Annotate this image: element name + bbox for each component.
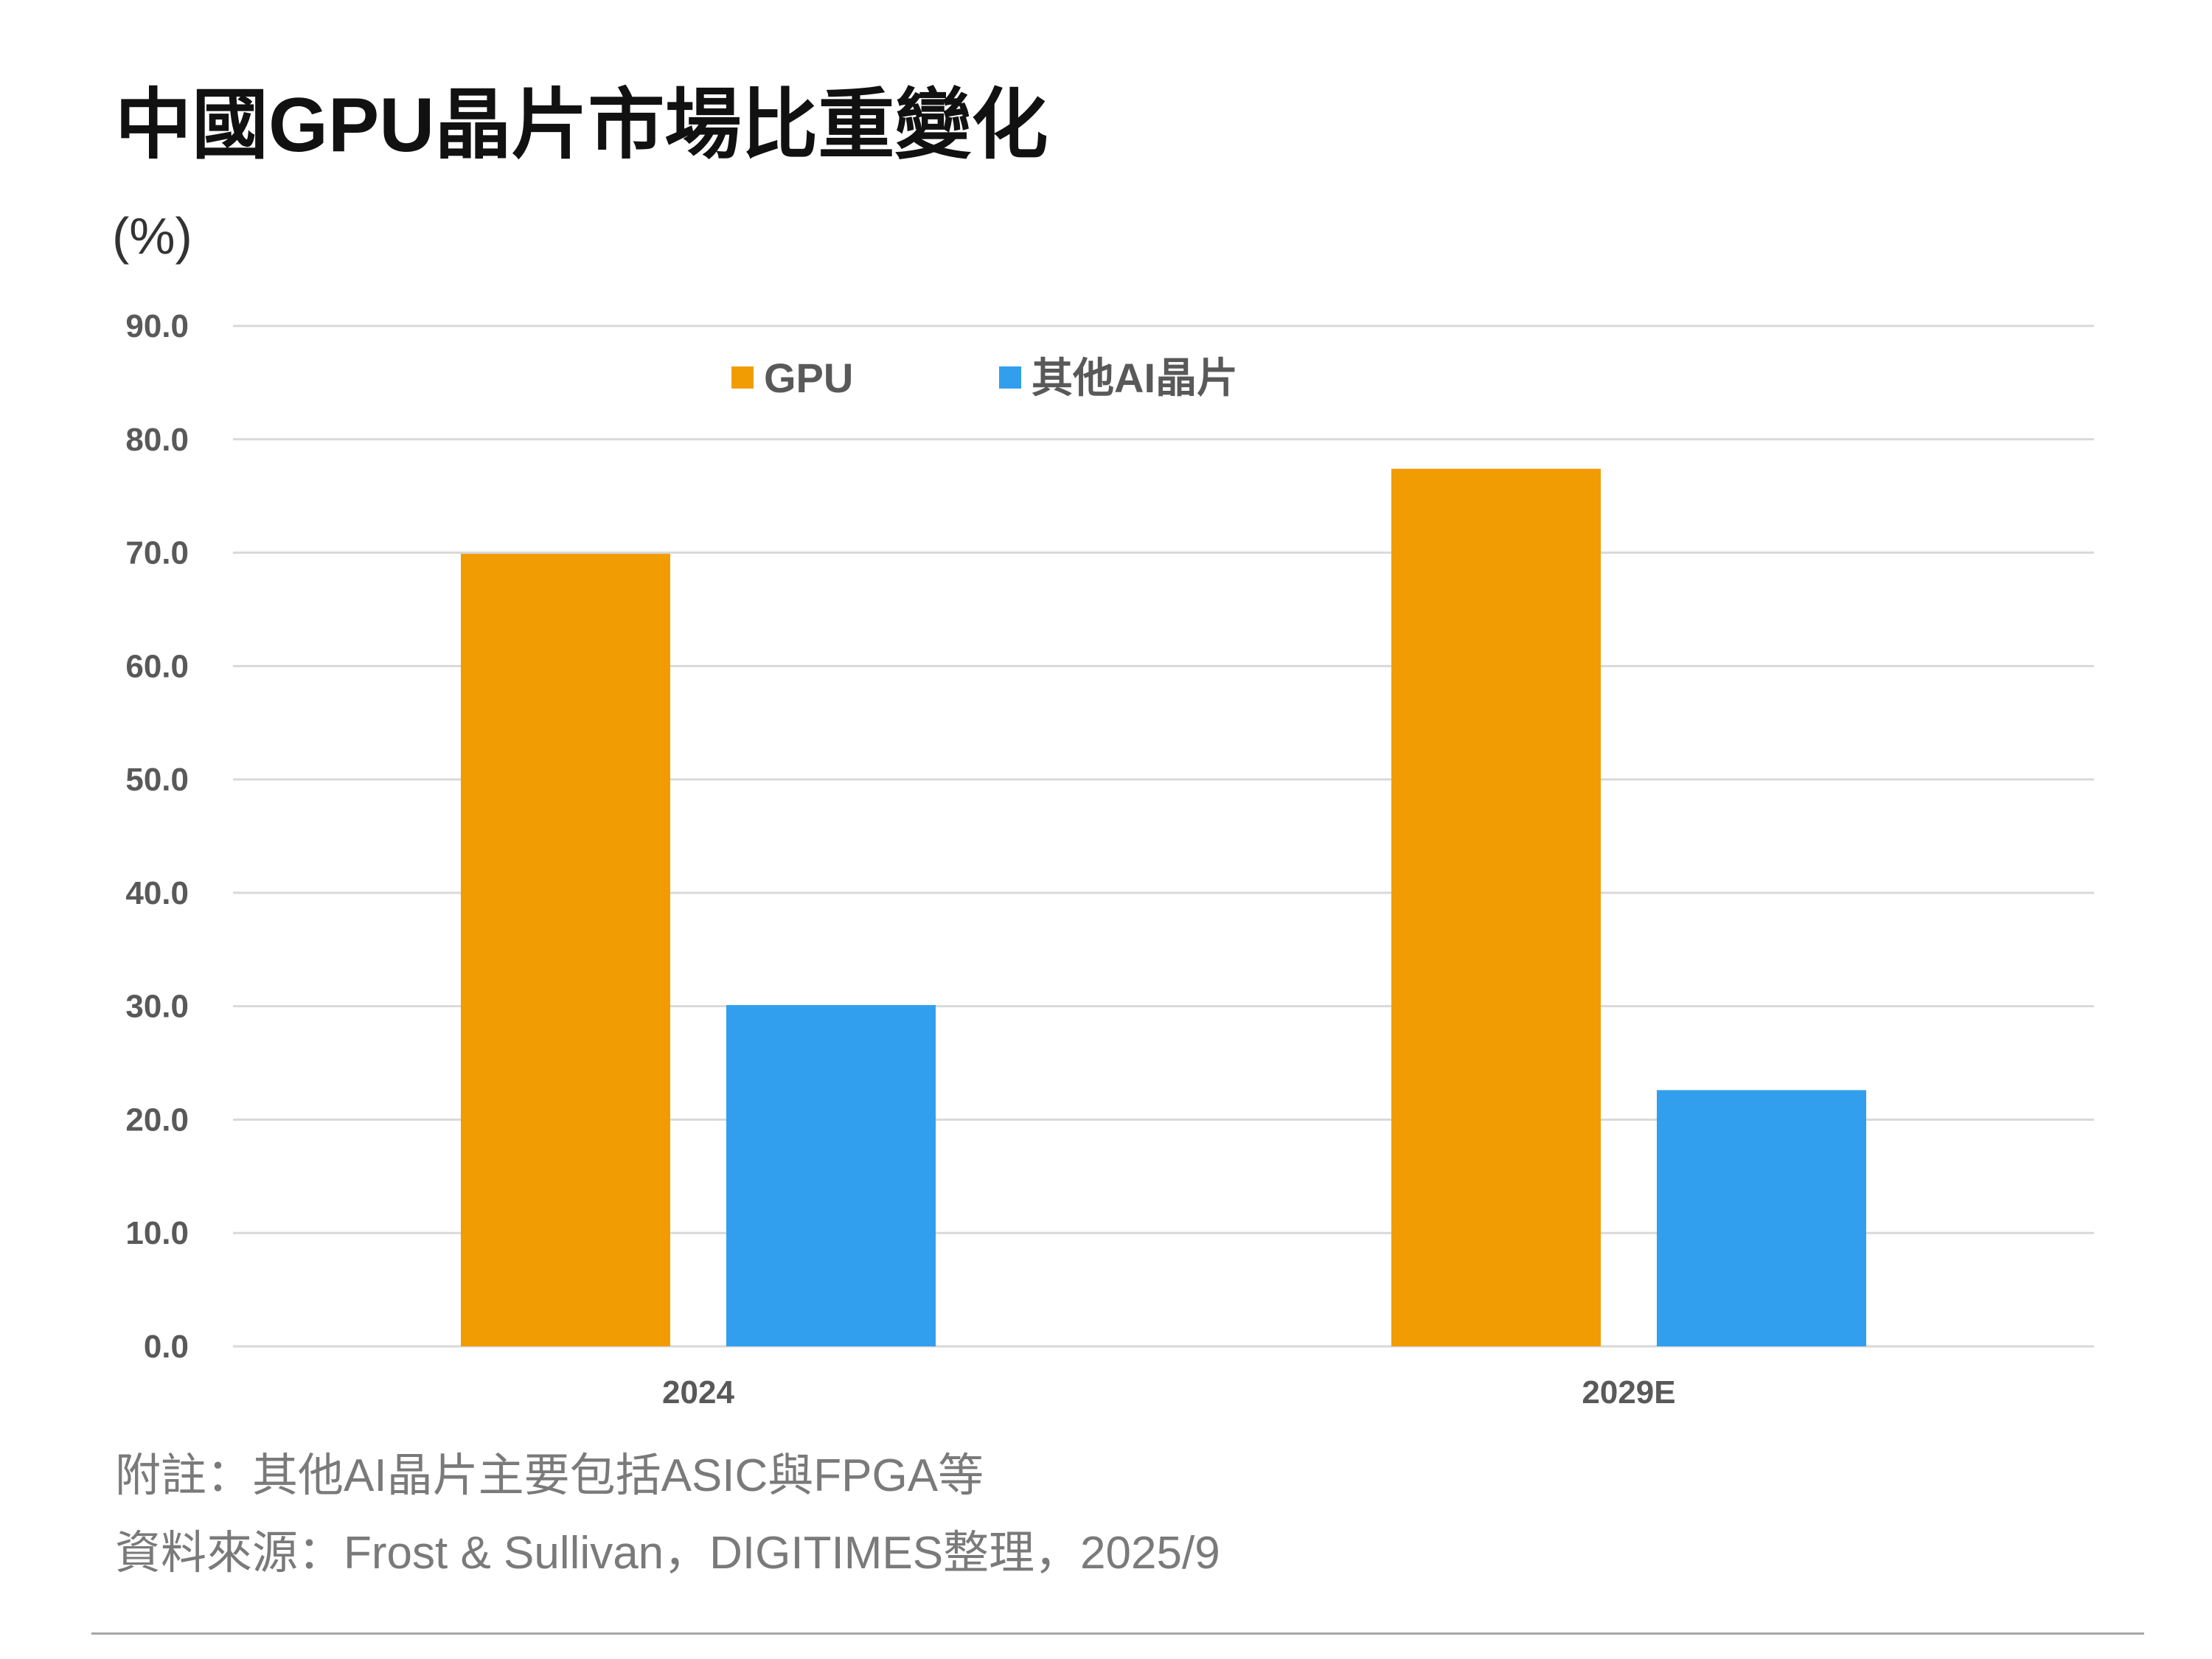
- annotation-note: 附註：其他AI晶片主要包括ASIC與FPGA等: [115, 1450, 984, 1501]
- y-tick-label: 80.0: [125, 422, 189, 458]
- y-tick-label: 50.0: [125, 762, 189, 798]
- chart-title: 中國GPU晶片市場比重變化: [115, 83, 1048, 168]
- legend-swatch: [999, 366, 1021, 389]
- y-tick-label: 10.0: [125, 1215, 189, 1251]
- bar-other-ai-chip-2024: [726, 1005, 936, 1346]
- y-tick-label: 70.0: [125, 535, 189, 571]
- bar-gpu-2029E: [1391, 468, 1601, 1346]
- x-tick-label: 2024: [662, 1374, 734, 1411]
- legend-label: GPU: [764, 355, 853, 401]
- x-axis-ticks: 2024 2029E: [662, 1374, 1676, 1411]
- y-tick-label: 30.0: [125, 989, 189, 1025]
- legend: GPU 其他AI晶片: [731, 355, 1238, 401]
- y-tick-label: 60.0: [125, 648, 189, 684]
- source-note: 資料來源：Frost & Sullivan，DIGITIMES整理，2025/9: [115, 1528, 1220, 1579]
- y-tick-label: 20.0: [125, 1102, 189, 1138]
- y-axis-ticks: 0.0 10.0 20.0 30.0 40.0 50.0 60.0 70.0 80.0 90.0: [125, 308, 189, 1365]
- legend-swatch: [731, 366, 754, 389]
- bars: [461, 468, 1866, 1347]
- y-tick-label: 40.0: [125, 875, 189, 911]
- x-tick-label: 2029E: [1582, 1374, 1675, 1411]
- bar-other-ai-chip-2029E: [1657, 1090, 1866, 1346]
- y-tick-label: 90.0: [125, 308, 189, 344]
- bar-gpu-2024: [461, 554, 670, 1347]
- y-tick-label: 0.0: [144, 1329, 189, 1365]
- y-axis-unit-label: (%): [112, 207, 192, 265]
- bottom-divider: [91, 1632, 2144, 1635]
- legend-label: 其他AI晶片: [1032, 355, 1238, 401]
